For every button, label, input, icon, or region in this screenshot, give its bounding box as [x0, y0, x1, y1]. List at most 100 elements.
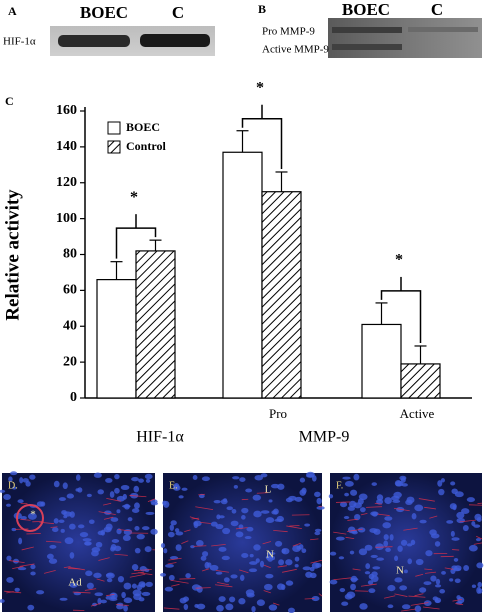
fiber	[96, 578, 105, 582]
fiber	[103, 502, 112, 506]
row-label: HIF-1α	[3, 36, 36, 48]
fiber	[19, 563, 35, 567]
fiber	[377, 513, 390, 516]
nucleus	[178, 495, 184, 499]
nucleus	[49, 544, 57, 549]
nucleus	[165, 563, 174, 568]
nucleus	[353, 473, 360, 481]
micrograph-mark: Ad	[68, 577, 82, 589]
fiber	[118, 529, 132, 532]
lane-label: BOEC	[80, 3, 128, 22]
nucleus	[434, 584, 442, 588]
nucleus	[314, 491, 321, 498]
nucleus	[383, 534, 389, 541]
nucleus	[69, 552, 75, 559]
fiber	[410, 602, 429, 606]
fiber	[215, 570, 229, 573]
nucleus	[64, 537, 74, 545]
nucleus	[133, 485, 140, 493]
nucleus	[120, 485, 130, 491]
fiber	[106, 498, 121, 502]
nucleus	[30, 564, 36, 570]
nucleus	[122, 534, 131, 542]
nucleus	[350, 577, 359, 581]
fiber	[429, 515, 438, 519]
nucleus	[452, 568, 462, 572]
fiber	[282, 568, 297, 573]
nucleus	[216, 514, 221, 520]
fiber	[459, 519, 476, 523]
nucleus	[461, 508, 470, 515]
fiber	[239, 569, 249, 574]
fiber	[114, 553, 128, 556]
annotation: *	[130, 189, 138, 206]
annotation: *	[256, 79, 264, 96]
fiber	[425, 571, 437, 574]
nucleus	[456, 595, 461, 600]
nucleus	[302, 566, 312, 571]
fiber	[181, 540, 189, 545]
fiber	[272, 602, 280, 606]
nucleus	[401, 483, 408, 487]
nucleus	[36, 590, 45, 595]
fiber	[103, 516, 114, 520]
nucleus	[62, 482, 68, 490]
nucleus	[210, 521, 218, 527]
nucleus	[273, 508, 279, 515]
fiber	[171, 583, 180, 587]
nucleus	[194, 603, 199, 608]
fiber	[147, 498, 156, 503]
nucleus	[105, 478, 113, 483]
y-tick-label: 0	[70, 390, 77, 405]
blot-band	[332, 27, 402, 33]
fiber	[384, 595, 396, 599]
fiber	[415, 573, 424, 577]
nucleus	[91, 550, 99, 557]
nucleus	[230, 574, 238, 579]
nucleus	[376, 494, 384, 501]
nucleus	[294, 556, 300, 562]
y-tick-label: 120	[56, 175, 77, 190]
nucleus	[382, 522, 392, 529]
nucleus	[264, 583, 273, 591]
row-label: Active MMP-9	[262, 44, 329, 56]
legend-label: BOEC	[126, 120, 160, 134]
nucleus	[82, 538, 92, 542]
nucleus	[368, 588, 376, 594]
nucleus	[248, 568, 258, 573]
micrograph-label: E.	[169, 480, 178, 491]
bar	[400, 363, 441, 399]
nucleus	[450, 481, 456, 486]
nucleus	[259, 560, 265, 568]
nucleus	[468, 544, 478, 552]
fiber	[473, 542, 483, 545]
nucleus	[463, 565, 470, 572]
nucleus	[372, 566, 381, 570]
nucleus	[75, 474, 81, 481]
nucleus	[220, 499, 228, 505]
nucleus	[473, 524, 481, 528]
nucleus	[265, 517, 275, 524]
nucleus	[344, 480, 354, 487]
nucleus	[392, 499, 401, 504]
nucleus	[116, 509, 121, 514]
nucleus	[239, 574, 245, 581]
nucleus	[456, 517, 465, 524]
fiber	[333, 531, 347, 535]
nucleus	[144, 546, 152, 553]
nucleus	[266, 551, 276, 556]
group-label: HIF-1α	[136, 429, 184, 446]
fiber	[374, 502, 382, 505]
nucleus	[406, 543, 413, 547]
nucleus	[244, 536, 252, 540]
nucleus	[383, 540, 389, 547]
nucleus	[471, 584, 477, 589]
nucleus	[53, 518, 59, 524]
nucleus	[85, 570, 93, 577]
nucleus	[348, 500, 357, 508]
nucleus	[131, 477, 139, 482]
x-tick-label: Pro	[269, 406, 287, 421]
x-tick-label: Active	[400, 406, 435, 421]
nucleus	[430, 575, 437, 582]
nucleus	[400, 477, 406, 483]
